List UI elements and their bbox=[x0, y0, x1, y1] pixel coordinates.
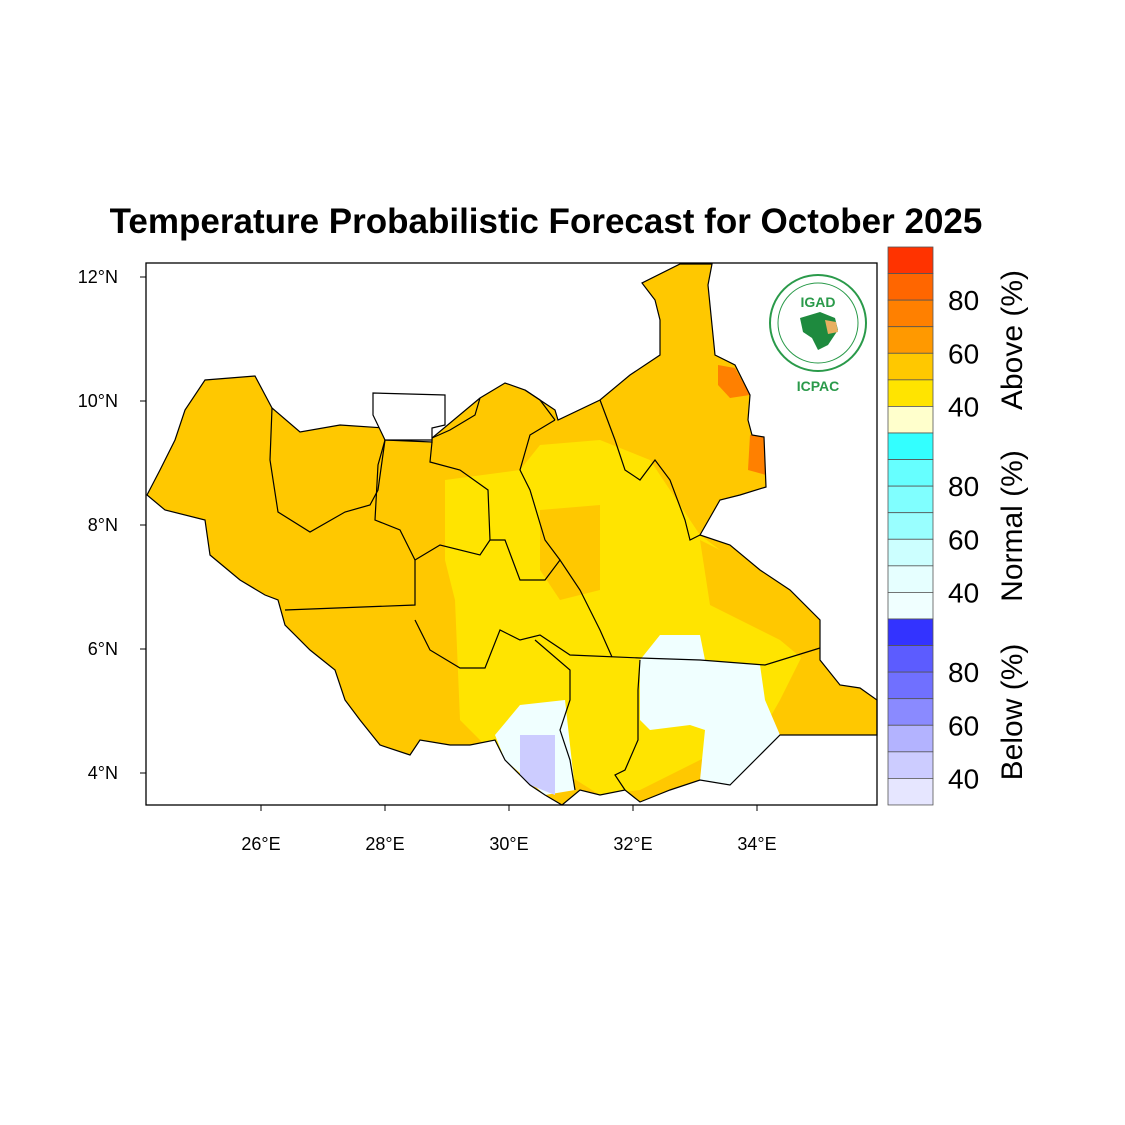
legend-swatch bbox=[887, 273, 934, 301]
legend-swatch bbox=[887, 778, 934, 806]
x-tick-label: 26°E bbox=[241, 834, 280, 854]
y-axis: 12°N 10°N 8°N 6°N 4°N bbox=[78, 267, 146, 783]
region-below-south bbox=[520, 735, 555, 795]
region-above-high-northeast bbox=[718, 365, 750, 398]
region-above-40-45-patch bbox=[540, 505, 600, 600]
legend-swatch bbox=[887, 671, 934, 700]
legend-swatch bbox=[887, 485, 934, 514]
region-normal-southeast bbox=[640, 635, 780, 785]
y-tick-label: 8°N bbox=[88, 515, 118, 535]
logo-icpac-text: ICPAC bbox=[797, 378, 840, 394]
state-boundaries bbox=[269, 389, 821, 791]
legend-swatch bbox=[887, 538, 934, 567]
legend-swatch bbox=[887, 432, 934, 460]
legend-swatch bbox=[887, 512, 934, 540]
legend-label: 60 bbox=[948, 338, 979, 369]
region-above-high-east bbox=[748, 435, 766, 475]
legend-swatch bbox=[887, 698, 934, 726]
x-axis: 26°E 28°E 30°E 32°E 34°E bbox=[241, 805, 777, 854]
legend-label: 80 bbox=[948, 471, 979, 502]
y-tick-label: 12°N bbox=[78, 267, 118, 287]
legend-label: 60 bbox=[948, 524, 979, 555]
legend-swatch bbox=[887, 618, 934, 646]
legend-group-title: Above (%) bbox=[996, 270, 1029, 410]
x-tick-label: 28°E bbox=[365, 834, 404, 854]
legend-swatch bbox=[887, 326, 934, 354]
map-frame bbox=[145, 262, 878, 806]
legend-swatch bbox=[887, 379, 934, 407]
legend-group-title: Normal (%) bbox=[996, 450, 1029, 602]
legend-label: 40 bbox=[948, 763, 979, 794]
x-tick-label: 32°E bbox=[613, 834, 652, 854]
map-title: Temperature Probabilistic Forecast for O… bbox=[109, 202, 983, 241]
x-tick-label: 34°E bbox=[737, 834, 776, 854]
color-legend: 80 60 40 Above (%) 80 60 40 Normal (%) 80 60 40 Bel… bbox=[887, 246, 1029, 806]
legend-swatch bbox=[887, 645, 934, 673]
legend-label: 80 bbox=[948, 657, 979, 688]
region-above-40-45-southeast bbox=[700, 540, 815, 665]
legend-label: 80 bbox=[948, 285, 979, 316]
legend-swatch bbox=[887, 246, 934, 274]
y-tick-label: 10°N bbox=[78, 391, 118, 411]
legend-swatch bbox=[887, 592, 934, 620]
no-data-area bbox=[372, 392, 446, 441]
y-tick-label: 4°N bbox=[88, 763, 118, 783]
legend-swatch bbox=[887, 406, 934, 434]
legend-swatch bbox=[887, 751, 934, 779]
legend-group-title: Below (%) bbox=[996, 644, 1029, 781]
x-tick-label: 30°E bbox=[489, 834, 528, 854]
y-tick-label: 6°N bbox=[88, 639, 118, 659]
logo-igad-text: IGAD bbox=[801, 294, 836, 310]
legend-label: 40 bbox=[948, 577, 979, 608]
igad-icpac-logo: IGAD ICPAC bbox=[769, 274, 867, 394]
legend-swatch bbox=[887, 299, 934, 328]
legend-swatch bbox=[887, 724, 934, 753]
legend-label: 40 bbox=[948, 391, 979, 422]
legend-swatch bbox=[887, 459, 934, 487]
legend-label: 60 bbox=[948, 710, 979, 741]
legend-swatch bbox=[887, 352, 934, 381]
legend-swatch bbox=[887, 565, 934, 593]
